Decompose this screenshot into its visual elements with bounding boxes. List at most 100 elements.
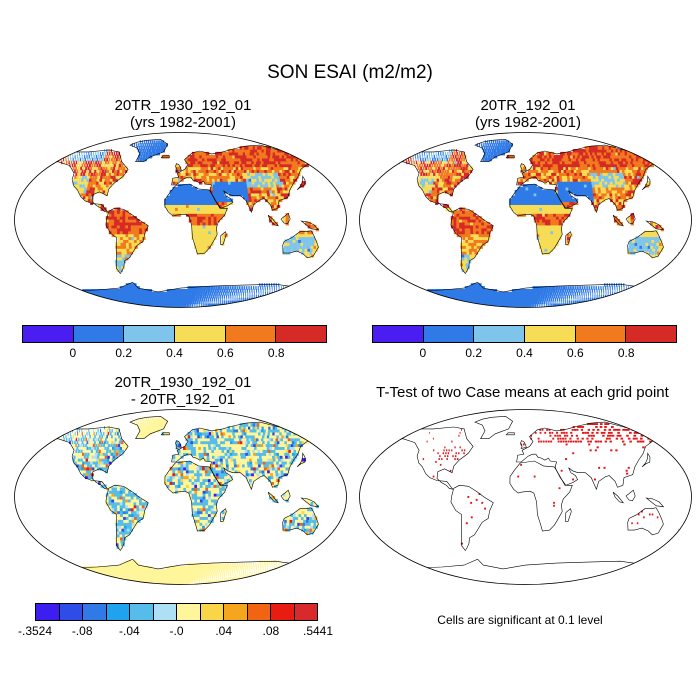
grid-cell (571, 198, 576, 203)
grid-cell (254, 291, 255, 296)
grid-cell (248, 300, 252, 305)
grid-cell (589, 172, 594, 176)
grid-cell (654, 160, 660, 165)
grid-cell (301, 236, 305, 240)
grid-cell (418, 160, 420, 165)
grid-cell (596, 151, 602, 156)
grid-cell (266, 178, 271, 182)
grid-cell (90, 172, 93, 176)
grid-cell (139, 294, 144, 299)
grid-cell (564, 160, 569, 165)
grid-cell (592, 151, 597, 156)
grid-cell (188, 172, 192, 176)
grid-cell (393, 157, 395, 162)
grid-cell (566, 172, 571, 176)
grid-cell (128, 227, 132, 232)
grid-cell (510, 297, 515, 302)
grid-cell (481, 143, 483, 147)
grid-cell (521, 294, 524, 299)
grid-cell (447, 186, 451, 191)
grid-cell (573, 303, 578, 308)
grid-cell (656, 254, 659, 258)
grid-cell (460, 265, 465, 270)
grid-cell (438, 172, 441, 176)
grid-cell (188, 195, 193, 200)
grid-cell (578, 151, 583, 156)
grid-cell (234, 297, 236, 302)
grid-cell (188, 169, 192, 173)
grid-cell (473, 233, 477, 238)
grid-cell (248, 192, 252, 197)
grid-cell (624, 178, 629, 182)
grid-cell (452, 154, 455, 159)
grid-cell (517, 213, 521, 217)
grid-cell (467, 166, 471, 170)
grid-cell (550, 227, 554, 232)
grid-cell (523, 294, 527, 299)
grid-cell (96, 157, 99, 162)
grid-cell (520, 178, 524, 182)
grid-cell (643, 297, 648, 302)
grid-cell (58, 154, 59, 159)
grid-cell (264, 163, 269, 168)
grid-cell (514, 210, 518, 214)
grid-cell (293, 178, 298, 182)
grid-cell (99, 157, 101, 162)
grid-cell (433, 151, 435, 156)
grid-cell (562, 178, 566, 182)
grid-cell (104, 178, 108, 182)
grid-cell (420, 178, 424, 182)
grid-cell (235, 151, 240, 156)
grid-cell (294, 169, 300, 173)
grid-cell (434, 169, 437, 173)
grid-cell (185, 172, 189, 176)
grid-cell (98, 172, 101, 176)
grid-cell (282, 300, 288, 305)
grid-cell (405, 300, 415, 305)
grid-cell (615, 297, 619, 302)
grid-cell (283, 248, 286, 252)
grid-cell (619, 289, 620, 293)
grid-cell (116, 219, 121, 223)
grid-cell (272, 172, 277, 176)
grid-cell (570, 166, 575, 170)
grid-cell (599, 163, 604, 168)
grid-cell (595, 192, 600, 197)
grid-cell (123, 245, 128, 249)
grid-cell (544, 248, 548, 252)
grid-cell (53, 157, 55, 162)
grid-cell (313, 245, 317, 249)
grid-cell (95, 175, 98, 179)
grid-cell (202, 248, 206, 252)
grid-cell (619, 286, 620, 290)
grid-cell (203, 289, 206, 293)
grid-cell (238, 166, 242, 170)
grid-cell (558, 233, 562, 238)
grid-cell (67, 294, 75, 299)
grid-cell (547, 207, 551, 211)
grid-cell (103, 157, 106, 162)
grid-cell (590, 303, 596, 308)
grid-cell (583, 184, 588, 188)
grid-cell (218, 154, 222, 159)
grid-cell (231, 160, 236, 165)
grid-cell (266, 189, 271, 194)
grid-cell (287, 239, 291, 243)
grid-cell (191, 189, 195, 194)
grid-cell (280, 189, 284, 194)
grid-cell (51, 160, 53, 165)
grid-cell (546, 289, 549, 293)
grid-cell (447, 189, 451, 194)
grid-cell (451, 149, 453, 153)
grid-cell (141, 294, 146, 299)
grid-cell (217, 294, 219, 299)
grid-cell (511, 289, 515, 293)
grid-cell (446, 169, 450, 173)
grid-cell (599, 184, 604, 188)
grid-cell (651, 294, 654, 299)
grid-cell (51, 291, 58, 296)
grid-cell (257, 172, 262, 176)
grid-cell (533, 198, 538, 203)
grid-cell (594, 151, 599, 156)
grid-cell (564, 178, 569, 182)
